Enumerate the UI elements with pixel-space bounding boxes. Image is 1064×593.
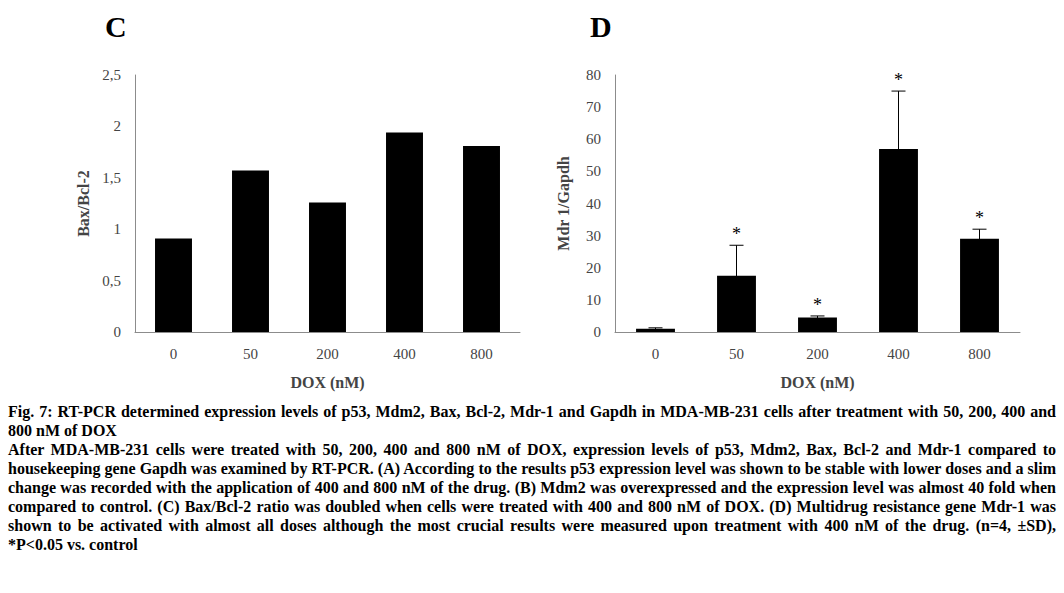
- svg-text:*: *: [894, 70, 903, 90]
- svg-text:40: 40: [586, 196, 601, 212]
- svg-text:800: 800: [470, 346, 493, 362]
- svg-text:0: 0: [652, 346, 660, 362]
- svg-text:800: 800: [968, 346, 991, 362]
- svg-text:D: D: [590, 10, 612, 43]
- svg-text:DOX (nM): DOX (nM): [290, 374, 364, 392]
- svg-text:30: 30: [586, 228, 601, 244]
- svg-text:50: 50: [243, 346, 258, 362]
- svg-text:*: *: [813, 295, 822, 315]
- svg-text:0,5: 0,5: [102, 273, 121, 289]
- svg-text:200: 200: [806, 346, 829, 362]
- svg-text:2,5: 2,5: [102, 67, 121, 83]
- svg-text:20: 20: [586, 260, 601, 276]
- svg-text:400: 400: [887, 346, 910, 362]
- html-text:Fig. 7: RT-PCR determined expr: Fig. 7: RT-PCR determined expression lev…: [8, 403, 1056, 439]
- svg-text:0: 0: [114, 324, 122, 340]
- svg-text:DOX (nM): DOX (nM): [780, 374, 854, 392]
- svg-text:400: 400: [393, 346, 416, 362]
- svg-text:*: *: [732, 224, 741, 244]
- svg-text:2: 2: [114, 118, 122, 134]
- svg-text:Bax/Bcl-2: Bax/Bcl-2: [75, 170, 92, 237]
- html-text:After MDA-MB-231 cells were tr: After MDA-MB-231 cells were treated with…: [8, 441, 1056, 553]
- svg-text:0: 0: [594, 324, 602, 340]
- svg-text:70: 70: [586, 99, 601, 115]
- svg-text:200: 200: [316, 346, 339, 362]
- svg-text:1,5: 1,5: [102, 170, 121, 186]
- svg-text:C: C: [105, 10, 127, 43]
- svg-text:50: 50: [729, 346, 744, 362]
- svg-text:50: 50: [586, 163, 601, 179]
- svg-text:80: 80: [586, 67, 601, 83]
- svg-text:10: 10: [586, 292, 601, 308]
- svg-text:*: *: [975, 208, 984, 228]
- svg-text:1: 1: [114, 221, 122, 237]
- svg-text:Mdr 1/Gapdh: Mdr 1/Gapdh: [555, 156, 573, 251]
- svg-text:0: 0: [170, 346, 178, 362]
- svg-text:60: 60: [586, 131, 601, 147]
